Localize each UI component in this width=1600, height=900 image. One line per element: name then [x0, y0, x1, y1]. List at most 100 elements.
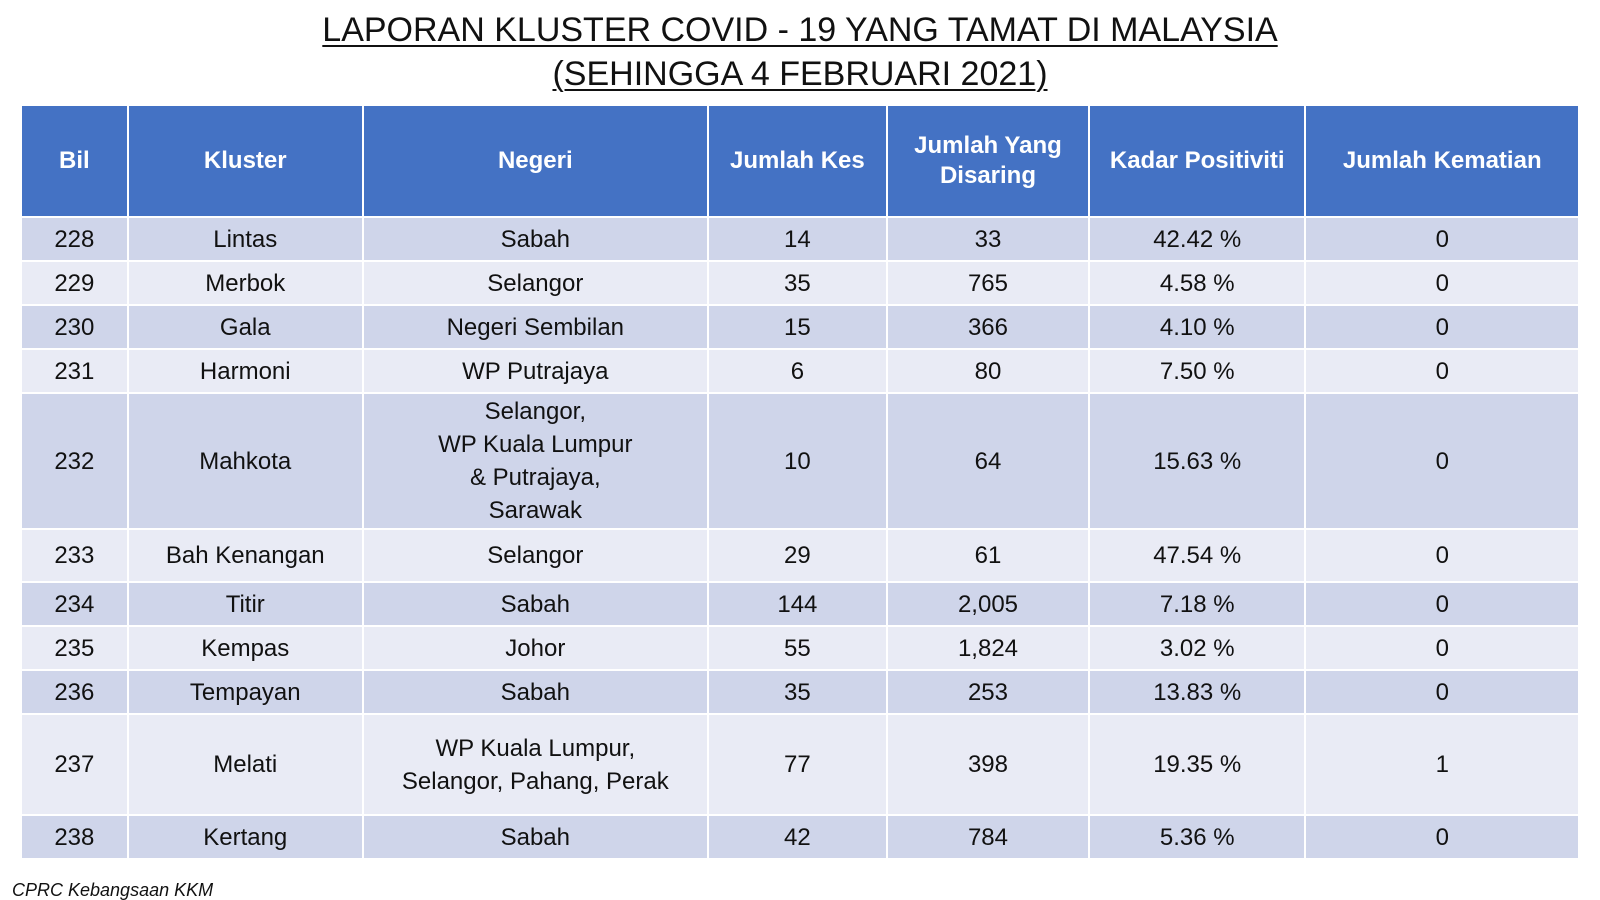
- cell-kadar-positiviti: 7.50 %: [1087, 348, 1307, 394]
- cell-jumlah-kematian: 0: [1304, 581, 1580, 627]
- cell-kluster: Lintas: [126, 216, 364, 262]
- cell-bil: 234: [20, 581, 129, 627]
- cell-kluster: Mahkota: [126, 392, 364, 530]
- cell-kadar-positiviti: 5.36 %: [1087, 814, 1307, 860]
- page-subtitle: (SEHINGGA 4 FEBRUARI 2021): [552, 55, 1048, 93]
- cell-kadar-positiviti: 3.02 %: [1087, 625, 1307, 671]
- table-row: 238 Kertang Sabah 42 784 5.36 % 0: [20, 814, 1580, 860]
- cell-negeri: Selangor: [361, 260, 709, 306]
- cell-bil: 232: [20, 392, 129, 530]
- table-row: 237 Melati WP Kuala Lumpur, Selangor, Pa…: [20, 713, 1580, 816]
- cell-kluster: Bah Kenangan: [126, 528, 364, 583]
- cell-jumlah-kes: 55: [706, 625, 888, 671]
- cell-jumlah-kes: 6: [706, 348, 888, 394]
- cell-bil: 228: [20, 216, 129, 262]
- source-footer: CPRC Kebangsaan KKM: [12, 880, 214, 900]
- cell-jumlah-kematian: 0: [1304, 814, 1580, 860]
- cell-jumlah-kematian: 0: [1304, 348, 1580, 394]
- cell-negeri: Sabah: [361, 216, 709, 262]
- cell-jumlah-kematian: 0: [1304, 260, 1580, 306]
- cell-jumlah-disaring: 253: [885, 669, 1090, 715]
- cell-jumlah-disaring: 64: [885, 392, 1090, 530]
- cell-jumlah-kes: 77: [706, 713, 888, 816]
- cell-jumlah-kematian: 0: [1304, 625, 1580, 671]
- cell-negeri: Johor: [361, 625, 709, 671]
- cell-kluster: Melati: [126, 713, 364, 816]
- cell-jumlah-disaring: 784: [885, 814, 1090, 860]
- cell-jumlah-kematian: 0: [1304, 216, 1580, 262]
- cell-jumlah-kes: 35: [706, 260, 888, 306]
- cell-kluster: Tempayan: [126, 669, 364, 715]
- table-header-row: Bil Kluster Negeri Jumlah Kes Jumlah Yan…: [20, 104, 1580, 218]
- cluster-table: Bil Kluster Negeri Jumlah Kes Jumlah Yan…: [20, 104, 1580, 860]
- table-row: 228 Lintas Sabah 14 33 42.42 % 0: [20, 216, 1580, 262]
- cell-jumlah-kes: 15: [706, 304, 888, 350]
- cell-jumlah-disaring: 80: [885, 348, 1090, 394]
- cell-kadar-positiviti: 47.54 %: [1087, 528, 1307, 583]
- table-row: 236 Tempayan Sabah 35 253 13.83 % 0: [20, 669, 1580, 715]
- cell-jumlah-disaring: 765: [885, 260, 1090, 306]
- cell-negeri: Sabah: [361, 814, 709, 860]
- cell-bil: 235: [20, 625, 129, 671]
- page-title: LAPORAN KLUSTER COVID - 19 YANG TAMAT DI…: [322, 11, 1278, 49]
- title-block: LAPORAN KLUSTER COVID - 19 YANG TAMAT DI…: [0, 8, 1600, 96]
- header-jumlah-kes: Jumlah Kes: [706, 104, 888, 218]
- cell-negeri: Sabah: [361, 581, 709, 627]
- header-kluster: Kluster: [126, 104, 364, 218]
- cell-jumlah-kematian: 1: [1304, 713, 1580, 816]
- cell-bil: 230: [20, 304, 129, 350]
- table-row: 233 Bah Kenangan Selangor 29 61 47.54 % …: [20, 528, 1580, 583]
- cell-jumlah-disaring: 33: [885, 216, 1090, 262]
- cell-jumlah-disaring: 1,824: [885, 625, 1090, 671]
- cell-negeri: Selangor, WP Kuala Lumpur & Putrajaya, S…: [361, 392, 709, 530]
- cell-kadar-positiviti: 4.58 %: [1087, 260, 1307, 306]
- cell-jumlah-disaring: 61: [885, 528, 1090, 583]
- cell-jumlah-kes: 29: [706, 528, 888, 583]
- cell-jumlah-kes: 14: [706, 216, 888, 262]
- cell-jumlah-kematian: 0: [1304, 669, 1580, 715]
- cell-kluster: Gala: [126, 304, 364, 350]
- header-negeri: Negeri: [361, 104, 709, 218]
- cell-kadar-positiviti: 19.35 %: [1087, 713, 1307, 816]
- table-row: 229 Merbok Selangor 35 765 4.58 % 0: [20, 260, 1580, 306]
- header-kadar-positiviti: Kadar Positiviti: [1087, 104, 1307, 218]
- cluster-table-container: Bil Kluster Negeri Jumlah Kes Jumlah Yan…: [20, 104, 1580, 860]
- header-bil: Bil: [20, 104, 129, 218]
- cell-bil: 238: [20, 814, 129, 860]
- table-row: 234 Titir Sabah 144 2,005 7.18 % 0: [20, 581, 1580, 627]
- cell-negeri: WP Putrajaya: [361, 348, 709, 394]
- cell-kadar-positiviti: 4.10 %: [1087, 304, 1307, 350]
- cell-kadar-positiviti: 7.18 %: [1087, 581, 1307, 627]
- header-jumlah-disaring: Jumlah Yang Disaring: [885, 104, 1090, 218]
- cell-jumlah-kes: 10: [706, 392, 888, 530]
- cell-negeri: Selangor: [361, 528, 709, 583]
- cell-bil: 233: [20, 528, 129, 583]
- cell-bil: 237: [20, 713, 129, 816]
- cell-jumlah-kematian: 0: [1304, 304, 1580, 350]
- cell-negeri: Negeri Sembilan: [361, 304, 709, 350]
- table-row: 235 Kempas Johor 55 1,824 3.02 % 0: [20, 625, 1580, 671]
- table-row: 232 Mahkota Selangor, WP Kuala Lumpur & …: [20, 392, 1580, 530]
- cell-kluster: Kertang: [126, 814, 364, 860]
- cell-negeri: WP Kuala Lumpur, Selangor, Pahang, Perak: [361, 713, 709, 816]
- table-row: 231 Harmoni WP Putrajaya 6 80 7.50 % 0: [20, 348, 1580, 394]
- cell-kluster: Titir: [126, 581, 364, 627]
- table-row: 230 Gala Negeri Sembilan 15 366 4.10 % 0: [20, 304, 1580, 350]
- cell-kadar-positiviti: 42.42 %: [1087, 216, 1307, 262]
- cell-jumlah-kematian: 0: [1304, 392, 1580, 530]
- cell-negeri: Sabah: [361, 669, 709, 715]
- cell-bil: 229: [20, 260, 129, 306]
- cell-jumlah-disaring: 2,005: [885, 581, 1090, 627]
- cell-jumlah-kematian: 0: [1304, 528, 1580, 583]
- cell-kadar-positiviti: 15.63 %: [1087, 392, 1307, 530]
- cell-kluster: Merbok: [126, 260, 364, 306]
- cell-jumlah-kes: 42: [706, 814, 888, 860]
- cell-jumlah-disaring: 366: [885, 304, 1090, 350]
- header-jumlah-kematian: Jumlah Kematian: [1304, 104, 1580, 218]
- cell-kluster: Kempas: [126, 625, 364, 671]
- cell-jumlah-kes: 35: [706, 669, 888, 715]
- cell-jumlah-disaring: 398: [885, 713, 1090, 816]
- cell-kadar-positiviti: 13.83 %: [1087, 669, 1307, 715]
- cell-bil: 236: [20, 669, 129, 715]
- cell-bil: 231: [20, 348, 129, 394]
